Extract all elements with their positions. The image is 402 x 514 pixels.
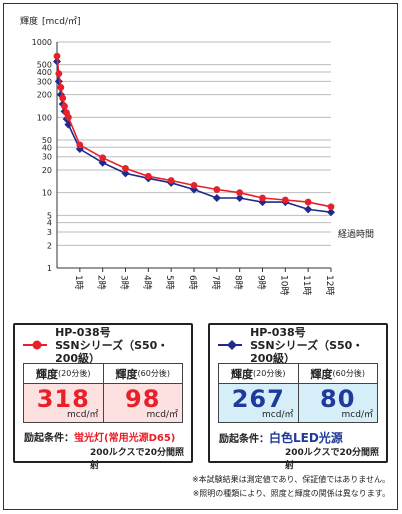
label-20min: 輝度 [231,367,254,381]
card-header: HP-038号 SSNシリーズ（S50・200級） [23,326,191,365]
x-tick-label: 2時 [96,275,107,290]
x-tick-label: 6時 [187,275,198,290]
y-tick-label: 30 [42,153,52,162]
sub-20min: (20分後) [58,369,91,378]
y-axis-title: 輝度 [20,15,38,27]
cond-detail: 200ルクスで20分間照射 [285,448,380,471]
unit-20min: mcd/㎡ [67,410,99,420]
x-tick-label: 1時 [73,275,84,290]
unit-60min: mcd/㎡ [146,410,178,420]
y-tick-label: 500 [37,61,52,70]
legend-blue-diamond-icon [218,340,243,350]
product-card-led: HP-038号 SSNシリーズ（S50・200級） 輝度 (20分後) 267 m… [208,323,388,471]
data-point [304,205,313,214]
y-axis-unit: [mcd/㎡] [42,16,80,27]
data-point [53,52,61,60]
data-point [99,154,107,162]
x-axis-title: 経過時間 [338,228,374,240]
series-lines [53,52,335,217]
cond-detail: 200ルクスで20分間照射 [90,448,185,471]
note-1: ※本試験結果は測定値であり、保証値ではありません。 [191,475,390,484]
product-card-fluorescent: HP-038号 SSNシリーズ（S50・200級） 輝度 (20分後) 318 m… [13,323,193,471]
y-tick-label: 1 [47,264,52,273]
data-point [61,102,68,110]
data-point [327,203,335,211]
y-tick-label: 40 [42,143,52,152]
sub-60min: (60分後) [332,369,365,378]
y-tick-label: 10 [42,189,52,198]
data-point [144,172,152,180]
data-point [57,83,65,91]
label-60min: 輝度 [115,367,138,381]
data-point [213,186,221,193]
y-tick-label: 5 [47,211,52,220]
cond-source: 白色LED光源 [269,431,343,445]
card-model: HP-038号 [250,325,306,339]
value-20min: 267 [231,385,285,413]
y-tick-label: 200 [37,91,52,100]
value-60min: 98 [125,385,161,413]
legend-red-circle-icon [23,340,48,350]
card-values: 輝度 (20分後) 267 mcd/㎡ 輝度 (60分後) 80 mcd/㎡ [218,363,378,423]
x-tick-label: 8時 [233,275,244,290]
y-tick-label: 300 [37,77,52,86]
x-tick-label: 4時 [141,275,152,290]
data-point [59,94,67,102]
data-point [76,141,84,149]
cond-label: 励起条件： [24,433,74,444]
y-tick-label: 20 [42,166,52,175]
y-tick-label: 100 [37,113,52,122]
data-point [259,194,266,202]
value-20min: 318 [36,385,90,413]
x-tick-label: 11時 [301,275,312,295]
grid-lines [56,41,332,272]
data-point [327,208,335,217]
x-tick-label: 12時 [324,275,335,295]
y-tick-label: 2 [47,241,52,250]
y-tick-label: 1000 [32,38,52,47]
data-point [55,70,63,78]
unit-60min: mcd/㎡ [341,410,373,420]
data-point [65,113,72,121]
value-60min: 80 [320,385,356,413]
sub-20min: (20分後) [253,369,286,378]
card-values: 輝度 (20分後) 318 mcd/㎡ 輝度 (60分後) 98 mcd/㎡ [23,363,183,423]
card-series: SSNシリーズ（S50・200級） [250,338,364,365]
data-point [98,158,107,167]
data-point [167,177,175,184]
data-point [122,164,129,172]
card-model: HP-038号 [55,325,111,339]
y-tick-label: 3 [47,228,52,237]
data-point [235,193,244,202]
cond-label: 励起条件： [219,434,269,445]
data-point [212,193,221,202]
y-tick-label: 50 [42,136,52,145]
x-tick-label: 9時 [256,275,267,290]
label-60min: 輝度 [310,367,333,381]
card-series: SSNシリーズ（S50・200級） [55,338,169,365]
data-point [190,181,198,189]
data-point [121,169,130,178]
unit-20min: mcd/㎡ [262,410,294,420]
cond-source: 蛍光灯(常用光源D65) [74,433,176,444]
card-header: HP-038号 SSNシリーズ（S50・200級） [218,326,386,365]
x-tick-labels: 1時 2時 3時 4時 5時 6時 7時 8時 9時 10時 11時 12時 [73,275,335,295]
data-point [304,198,312,206]
data-point [281,196,289,204]
y-tick-label: 400 [37,68,52,77]
x-tick-label: 7時 [210,275,221,290]
x-tick-label: 3時 [119,275,130,290]
sub-60min: (60分後) [137,369,170,378]
label-20min: 輝度 [36,367,59,381]
x-tick-label: 5時 [164,275,175,290]
x-tick-label: 10時 [278,275,289,295]
note-2: ※照明の種類により、照度と輝度の関係は異なります。 [192,489,390,498]
y-tick-label: 4 [47,219,52,228]
data-point [236,189,244,197]
